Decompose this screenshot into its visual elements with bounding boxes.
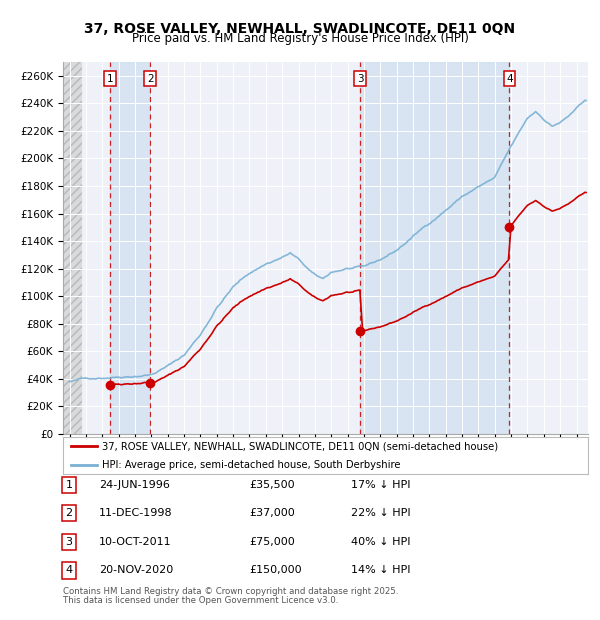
Text: Price paid vs. HM Land Registry's House Price Index (HPI): Price paid vs. HM Land Registry's House … (131, 32, 469, 45)
Text: 10-OCT-2011: 10-OCT-2011 (99, 537, 172, 547)
Text: £150,000: £150,000 (249, 565, 302, 575)
Text: 17% ↓ HPI: 17% ↓ HPI (351, 480, 410, 490)
Text: 4: 4 (506, 74, 513, 84)
Text: 37, ROSE VALLEY, NEWHALL, SWADLINCOTE, DE11 0QN: 37, ROSE VALLEY, NEWHALL, SWADLINCOTE, D… (85, 22, 515, 36)
Text: 1: 1 (65, 480, 73, 490)
Text: 2: 2 (65, 508, 73, 518)
Text: 24-JUN-1996: 24-JUN-1996 (99, 480, 170, 490)
Text: 11-DEC-1998: 11-DEC-1998 (99, 508, 173, 518)
Text: HPI: Average price, semi-detached house, South Derbyshire: HPI: Average price, semi-detached house,… (103, 460, 401, 470)
Text: 20-NOV-2020: 20-NOV-2020 (99, 565, 173, 575)
Text: 14% ↓ HPI: 14% ↓ HPI (351, 565, 410, 575)
Text: 3: 3 (357, 74, 364, 84)
Bar (361, 62, 509, 434)
Text: 1: 1 (107, 74, 113, 84)
Text: £75,000: £75,000 (249, 537, 295, 547)
Bar (110, 62, 151, 434)
Text: 22% ↓ HPI: 22% ↓ HPI (351, 508, 410, 518)
Text: 37, ROSE VALLEY, NEWHALL, SWADLINCOTE, DE11 0QN (semi-detached house): 37, ROSE VALLEY, NEWHALL, SWADLINCOTE, D… (103, 441, 499, 451)
Text: £35,500: £35,500 (249, 480, 295, 490)
Text: 3: 3 (65, 537, 73, 547)
Text: 2: 2 (147, 74, 154, 84)
Text: This data is licensed under the Open Government Licence v3.0.: This data is licensed under the Open Gov… (63, 596, 338, 605)
Text: 40% ↓ HPI: 40% ↓ HPI (351, 537, 410, 547)
Text: £37,000: £37,000 (249, 508, 295, 518)
Text: 4: 4 (65, 565, 73, 575)
Text: Contains HM Land Registry data © Crown copyright and database right 2025.: Contains HM Land Registry data © Crown c… (63, 587, 398, 596)
Bar (63, 62, 82, 434)
